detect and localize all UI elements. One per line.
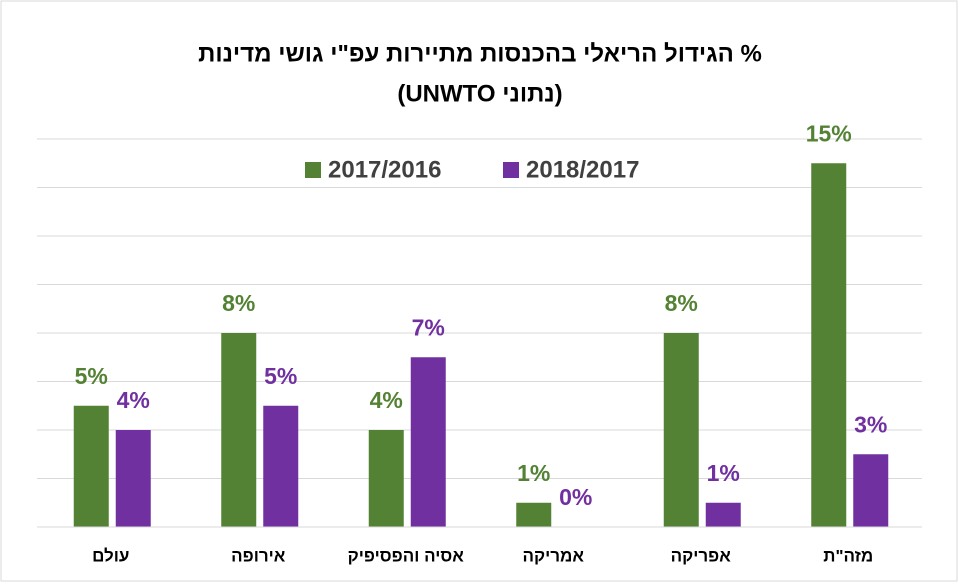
x-tick-label: אפריקה — [671, 546, 732, 565]
legend-swatch — [305, 162, 321, 178]
legend-label: 2017/2016 — [328, 156, 441, 183]
bar — [853, 454, 889, 527]
chart-title: % הגידול הריאלי בהכנסות מתיירות עפ"י גוש… — [198, 40, 762, 67]
legend-swatch — [503, 162, 519, 178]
bar — [73, 405, 109, 527]
bar — [115, 430, 151, 527]
bar — [410, 357, 446, 527]
x-tick-label: מזה"ת — [823, 546, 873, 565]
data-label: 8% — [665, 290, 698, 316]
data-label: 8% — [222, 290, 255, 316]
bar — [811, 163, 847, 527]
legend-label: 2018/2017 — [526, 156, 639, 183]
bar — [663, 333, 699, 527]
data-label: 4% — [370, 387, 403, 413]
data-label: 15% — [806, 120, 852, 146]
data-label: 4% — [117, 387, 150, 413]
data-label: 5% — [75, 363, 108, 389]
data-label: 5% — [264, 363, 297, 389]
x-tick-label: אסיה והפסיפיק — [348, 546, 465, 565]
chart-title: (נתוני UNWTO) — [397, 80, 562, 107]
bar — [705, 502, 741, 527]
x-tick-label: עולם — [92, 546, 129, 565]
data-label: 3% — [854, 411, 887, 437]
bar — [263, 405, 299, 527]
x-tick-label: אמריקה — [523, 546, 585, 565]
data-label: 1% — [517, 460, 550, 486]
bar — [516, 502, 552, 527]
data-label: 7% — [412, 314, 445, 340]
bar — [221, 333, 257, 527]
bar — [368, 430, 404, 527]
data-label: 1% — [707, 460, 740, 486]
x-tick-label: אירופה — [231, 546, 286, 565]
data-label: 0% — [559, 484, 592, 510]
